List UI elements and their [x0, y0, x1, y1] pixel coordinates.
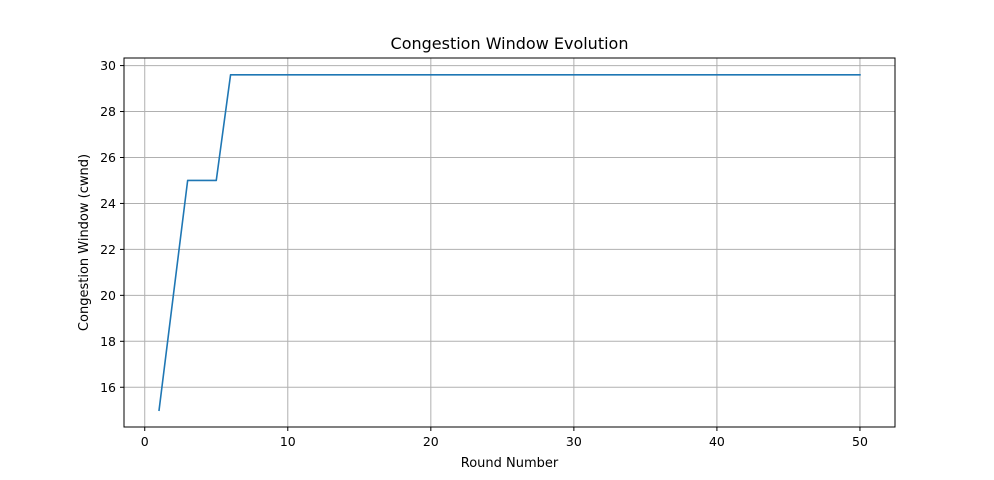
x-tick-label: 30 [566, 434, 582, 449]
series-line [158, 73, 861, 412]
x-tick-label: 40 [709, 434, 725, 449]
y-axis-title: Congestion Window (cwnd) [77, 154, 92, 331]
y-tick-label: 16 [100, 380, 116, 395]
y-tick-label: 24 [100, 196, 116, 211]
plot-area-frame [123, 57, 896, 428]
series-layer [158, 73, 861, 412]
x-tick-label: 0 [141, 434, 149, 449]
y-tick-label: 28 [100, 104, 116, 119]
chart-title: Congestion Window Evolution [391, 34, 629, 53]
x-tick-label: 10 [280, 434, 296, 449]
y-tick-label: 20 [100, 288, 116, 303]
y-tick-label: 30 [100, 58, 116, 73]
x-tick-label: 20 [423, 434, 439, 449]
grid [124, 58, 895, 427]
x-axis-title: Round Number [461, 456, 559, 471]
y-tick-label: 26 [100, 150, 116, 165]
axis-ticks: 0 10 20 30 40 50 16 18 20 22 24 26 28 30 [100, 58, 868, 449]
x-tick-label: 50 [852, 434, 868, 449]
y-tick-label: 22 [100, 242, 116, 257]
y-tick-label: 18 [100, 334, 116, 349]
